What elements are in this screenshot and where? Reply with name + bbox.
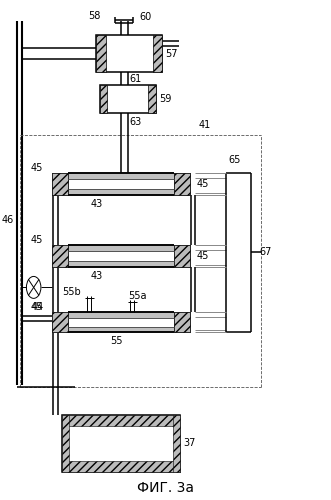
Text: 45: 45: [30, 235, 43, 245]
Bar: [52, 312, 68, 332]
Text: 59: 59: [159, 94, 171, 104]
Text: 37: 37: [184, 438, 196, 448]
Bar: [68, 312, 174, 332]
Bar: [68, 179, 174, 189]
Bar: [148, 86, 156, 113]
Bar: [52, 172, 68, 195]
Text: 60: 60: [139, 12, 151, 22]
Bar: [174, 245, 190, 268]
Text: 45: 45: [196, 179, 209, 189]
Text: 44: 44: [32, 302, 44, 312]
Bar: [174, 312, 190, 332]
Bar: [174, 172, 190, 195]
Bar: [174, 312, 190, 332]
Text: ФИГ. 3а: ФИГ. 3а: [137, 482, 194, 496]
Bar: [62, 414, 180, 426]
Text: 41: 41: [199, 120, 211, 130]
Text: 65: 65: [228, 155, 241, 165]
Text: 61: 61: [129, 74, 141, 84]
Text: 45: 45: [196, 251, 209, 261]
Text: 63: 63: [129, 116, 141, 126]
Text: 43: 43: [91, 272, 103, 281]
Text: 45: 45: [30, 162, 43, 172]
Bar: [52, 172, 68, 195]
Text: 46: 46: [2, 215, 14, 225]
Bar: [62, 414, 69, 472]
Bar: [96, 35, 106, 72]
Bar: [174, 172, 190, 195]
Text: 55a: 55a: [128, 292, 147, 302]
Bar: [96, 35, 162, 72]
Text: 55b: 55b: [63, 288, 81, 298]
Bar: [100, 86, 107, 113]
Text: 57: 57: [166, 49, 178, 59]
Bar: [62, 461, 180, 472]
Bar: [52, 245, 68, 268]
Bar: [68, 245, 174, 268]
Text: 43: 43: [91, 199, 103, 209]
Bar: [52, 245, 68, 268]
Bar: [68, 172, 174, 195]
Text: 58: 58: [88, 10, 100, 20]
Text: 67: 67: [260, 248, 272, 258]
Bar: [174, 245, 190, 268]
Bar: [52, 312, 68, 332]
Bar: [68, 252, 174, 261]
Bar: [173, 414, 180, 472]
Bar: [153, 35, 162, 72]
Bar: [100, 86, 156, 113]
Bar: [68, 318, 174, 326]
Bar: [62, 414, 180, 472]
Text: 45: 45: [30, 302, 43, 312]
Text: 55: 55: [111, 336, 123, 346]
